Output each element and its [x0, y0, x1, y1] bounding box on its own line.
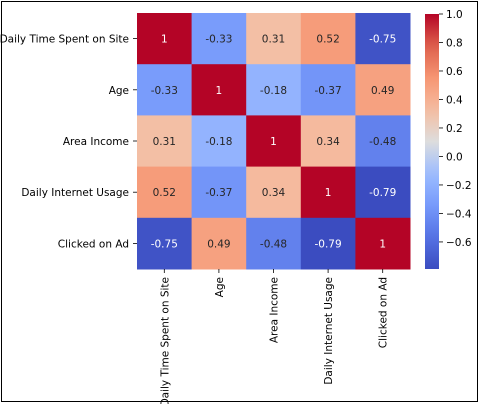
colorbar-tick-label: 0.0 — [446, 151, 463, 163]
colorbar-tick-label: −0.4 — [446, 208, 472, 220]
column-label: Area Income — [269, 277, 281, 343]
cell-annotation: 0.52 — [316, 34, 339, 46]
cell-annotation: 0.34 — [316, 136, 340, 148]
cell-annotation: -0.79 — [369, 187, 396, 199]
heatmap-cell — [137, 115, 193, 168]
column-label: Daily Time Spent on Site — [159, 277, 171, 404]
cell-annotation: -0.48 — [369, 136, 396, 148]
cell-annotation: 0.31 — [153, 136, 176, 148]
colorbar-tick-label: 0.2 — [446, 123, 463, 135]
heatmap-cell — [300, 217, 356, 270]
heatmap-cell — [246, 115, 302, 168]
cell-annotation: 0.52 — [153, 187, 176, 199]
heatmap-cell — [246, 166, 302, 219]
column-label: Daily Internet Usage — [323, 277, 335, 385]
colorbar-tick-label: 1.0 — [446, 9, 463, 21]
heatmap-cell — [246, 13, 302, 65]
cell-annotation: -0.18 — [260, 85, 287, 97]
heatmap-cell — [355, 166, 411, 219]
cell-annotation: 0.49 — [207, 238, 230, 250]
colorbar-tick-label: 0.8 — [446, 37, 463, 49]
cell-annotation: 1 — [270, 136, 277, 148]
heatmap-cell — [355, 217, 411, 270]
cell-annotation: -0.75 — [151, 238, 178, 250]
heatmap-cell — [137, 64, 193, 116]
heatmap-cell — [191, 166, 247, 219]
cell-annotation: 1 — [216, 85, 223, 97]
row-label: Area Income — [63, 136, 129, 148]
heatmap-cell — [355, 64, 411, 116]
cell-annotation: -0.37 — [205, 187, 232, 199]
cell-annotation: 1 — [325, 187, 332, 199]
heatmap-cell — [300, 115, 356, 168]
column-label: Clicked on Ad — [378, 277, 390, 348]
cell-annotation: -0.79 — [315, 238, 342, 250]
heatmap-cell — [300, 13, 356, 65]
heatmap-cell — [300, 64, 356, 116]
row-label: Daily Internet Usage — [21, 187, 129, 199]
heatmap-cell — [246, 217, 302, 270]
heatmap-cell — [137, 13, 193, 65]
heatmap-cell — [137, 217, 193, 270]
cell-annotation: -0.33 — [151, 85, 178, 97]
colorbar-tick-label: −0.2 — [446, 180, 472, 192]
heatmap-cell — [191, 64, 247, 116]
heatmap-cell — [137, 166, 193, 219]
cell-annotation: -0.18 — [205, 136, 232, 148]
row-label: Age — [109, 85, 129, 97]
heatmap-cell — [300, 166, 356, 219]
heatmap-cell — [191, 13, 247, 65]
cell-annotation: 1 — [379, 238, 386, 250]
column-label: Age — [214, 277, 226, 297]
row-label: Daily Time Spent on Site — [0, 34, 129, 46]
cell-annotation: 0.31 — [262, 34, 285, 46]
colorbar-tick-label: 0.6 — [446, 66, 463, 78]
cell-annotation: 1 — [161, 34, 168, 46]
cell-annotation: -0.75 — [369, 34, 396, 46]
cell-annotation: -0.48 — [260, 238, 287, 250]
cell-annotation: -0.37 — [315, 85, 342, 97]
heatmap-cell — [246, 64, 302, 116]
cell-annotation: -0.33 — [205, 34, 232, 46]
colorbar-tick-label: 0.4 — [446, 94, 463, 106]
heatmap-cell — [355, 13, 411, 65]
heatmap-cell — [191, 217, 247, 270]
cell-annotation: 0.34 — [262, 187, 286, 199]
heatmap-cell — [191, 115, 247, 168]
row-label: Clicked on Ad — [58, 238, 129, 250]
cell-annotation: 0.49 — [371, 85, 394, 97]
heatmap-cell — [355, 115, 411, 168]
colorbar-tick-label: −0.6 — [446, 237, 472, 249]
colorbar — [425, 14, 439, 269]
